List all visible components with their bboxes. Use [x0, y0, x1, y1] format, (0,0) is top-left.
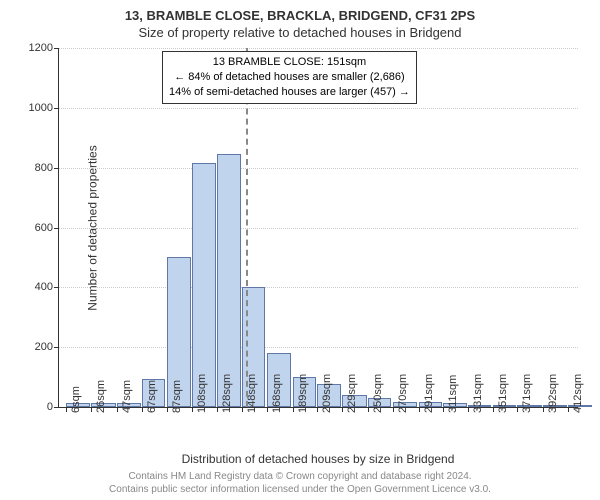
ytick-label: 400 — [35, 281, 53, 293]
ytick-mark — [54, 168, 59, 169]
xtick-mark — [267, 407, 268, 412]
gridline-h — [59, 108, 578, 109]
footer-line1: Contains HM Land Registry data © Crown c… — [0, 470, 600, 483]
x-axis-label: Distribution of detached houses by size … — [58, 452, 578, 466]
xtick-mark — [568, 407, 569, 412]
xtick-mark — [342, 407, 343, 412]
xtick-label: 189sqm — [297, 374, 309, 413]
xtick-label: 168sqm — [271, 374, 283, 413]
xtick-mark — [493, 407, 494, 412]
xtick-mark — [293, 407, 294, 412]
xtick-mark — [167, 407, 168, 412]
ytick-label: 1000 — [29, 102, 53, 114]
ytick-mark — [54, 48, 59, 49]
annotation-line3: 14% of semi-detached houses are larger (… — [169, 85, 410, 100]
xtick-label: 148sqm — [246, 374, 258, 413]
xtick-mark — [117, 407, 118, 412]
ytick-mark — [54, 287, 59, 288]
annotation-box: 13 BRAMBLE CLOSE: 151sqm ← 84% of detach… — [162, 51, 417, 104]
xtick-label: 371sqm — [521, 374, 533, 413]
xtick-label: 270sqm — [397, 374, 409, 413]
ytick-label: 1200 — [29, 42, 53, 54]
gridline-h — [59, 347, 578, 348]
xtick-label: 47sqm — [121, 380, 133, 413]
footer-line2: Contains public sector information licen… — [0, 483, 600, 496]
xtick-label: 67sqm — [146, 380, 158, 413]
histogram-bar — [192, 163, 215, 407]
gridline-h — [59, 168, 578, 169]
xtick-label: 26sqm — [95, 380, 107, 413]
xtick-mark — [368, 407, 369, 412]
xtick-label: 250sqm — [372, 374, 384, 413]
xtick-mark — [91, 407, 92, 412]
ytick-mark — [54, 407, 59, 408]
xtick-label: 291sqm — [423, 374, 435, 413]
ytick-label: 200 — [35, 341, 53, 353]
xtick-label: 392sqm — [547, 374, 559, 413]
xtick-mark — [419, 407, 420, 412]
xtick-mark — [142, 407, 143, 412]
xtick-mark — [192, 407, 193, 412]
xtick-label: 412sqm — [572, 374, 584, 413]
chart-title-line2: Size of property relative to detached ho… — [10, 25, 590, 40]
xtick-label: 351sqm — [497, 374, 509, 413]
xtick-mark — [317, 407, 318, 412]
xtick-mark — [517, 407, 518, 412]
xtick-label: 87sqm — [171, 380, 183, 413]
chart-title-line1: 13, BRAMBLE CLOSE, BRACKLA, BRIDGEND, CF… — [10, 8, 590, 23]
xtick-label: 209sqm — [321, 374, 333, 413]
xtick-mark — [242, 407, 243, 412]
plot-wrap: Number of detached properties 13 BRAMBLE… — [58, 48, 578, 408]
ytick-mark — [54, 228, 59, 229]
xtick-mark — [66, 407, 67, 412]
xtick-mark — [468, 407, 469, 412]
plot-area: 13 BRAMBLE CLOSE: 151sqm ← 84% of detach… — [58, 48, 578, 408]
gridline-h — [59, 228, 578, 229]
ytick-mark — [54, 108, 59, 109]
xtick-mark — [543, 407, 544, 412]
xtick-label: 108sqm — [196, 374, 208, 413]
xtick-mark — [217, 407, 218, 412]
xtick-mark — [443, 407, 444, 412]
ytick-label: 600 — [35, 222, 53, 234]
ytick-mark — [54, 347, 59, 348]
xtick-label: 331sqm — [472, 374, 484, 413]
xtick-label: 6sqm — [70, 386, 82, 413]
ytick-label: 800 — [35, 162, 53, 174]
chart-container: 13, BRAMBLE CLOSE, BRACKLA, BRIDGEND, CF… — [0, 0, 600, 500]
gridline-h — [59, 287, 578, 288]
histogram-bar — [217, 154, 240, 407]
xtick-label: 128sqm — [221, 374, 233, 413]
xtick-mark — [393, 407, 394, 412]
ytick-label: 0 — [47, 401, 53, 413]
footer-attribution: Contains HM Land Registry data © Crown c… — [0, 470, 600, 496]
annotation-line2: ← 84% of detached houses are smaller (2,… — [169, 70, 410, 85]
xtick-label: 311sqm — [447, 375, 459, 413]
gridline-h — [59, 48, 578, 49]
annotation-line1: 13 BRAMBLE CLOSE: 151sqm — [169, 55, 410, 70]
xtick-label: 229sqm — [346, 374, 358, 413]
